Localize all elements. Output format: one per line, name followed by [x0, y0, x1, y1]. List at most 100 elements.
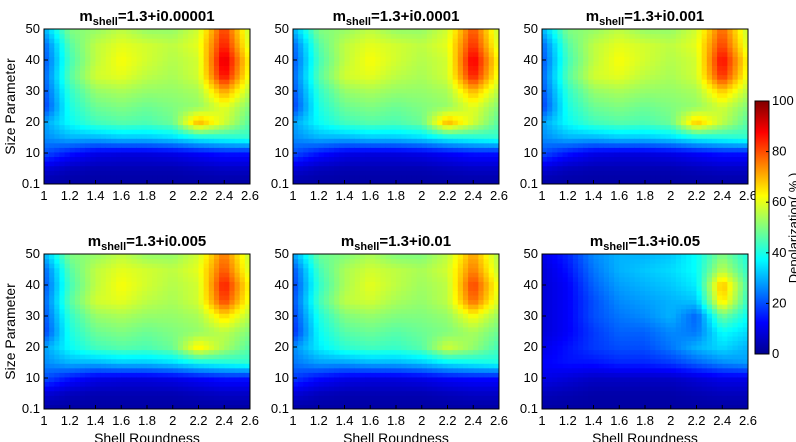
heatmap-cell: [426, 33, 433, 39]
heatmap-cell: [701, 161, 708, 167]
heatmap-cell: [49, 119, 55, 126]
heatmap-cell: [557, 147, 564, 153]
heatmap-cell: [547, 110, 553, 117]
heatmap-cell: [308, 133, 315, 139]
heatmap-cell: [95, 372, 102, 378]
heatmap-cell: [95, 313, 102, 319]
heatmap-cell: [59, 33, 66, 39]
heatmap-cell: [69, 74, 76, 80]
heatmap-cell: [141, 308, 148, 314]
heatmap-cell: [116, 124, 122, 130]
heatmap-cell: [224, 170, 230, 176]
heatmap-cell: [54, 124, 61, 130]
heatmap-cell: [74, 349, 81, 355]
heatmap-cell: [593, 174, 600, 181]
heatmap-cell: [308, 65, 315, 71]
heatmap-cell: [126, 165, 133, 171]
heatmap-cell: [126, 74, 133, 80]
heatmap-cell: [624, 138, 631, 144]
heatmap-cell: [177, 47, 184, 53]
heatmap-cell: [603, 74, 610, 80]
heatmap-cell: [234, 51, 241, 57]
heatmap-cell: [110, 119, 117, 126]
heatmap-cell: [239, 33, 246, 39]
heatmap-cell: [547, 101, 553, 107]
heatmap-cell: [706, 133, 713, 139]
heatmap-cell: [711, 33, 718, 39]
heatmap-cell: [608, 165, 615, 171]
heatmap-cell: [44, 161, 50, 167]
heatmap-cell: [645, 74, 651, 80]
heatmap-cell: [126, 349, 133, 355]
heatmap-cell: [116, 151, 122, 158]
heatmap-cell: [670, 47, 677, 53]
heatmap-cell: [416, 65, 423, 71]
heatmap-cell: [44, 110, 50, 117]
heatmap-cell: [349, 110, 356, 117]
x-tick-label: 2.2: [438, 188, 456, 203]
heatmap-cell: [572, 74, 579, 80]
heatmap-cell: [64, 51, 71, 57]
heatmap-cell: [732, 147, 739, 153]
heatmap-cell: [121, 340, 127, 346]
heatmap-cell: [478, 65, 485, 71]
heatmap-cell: [136, 88, 143, 94]
heatmap-cell: [593, 83, 600, 89]
heatmap-cell: [100, 376, 107, 383]
heatmap-cell: [588, 29, 595, 35]
title-subscript: shell: [599, 16, 624, 28]
heatmap-cell: [706, 83, 713, 89]
heatmap-cell: [44, 138, 50, 144]
heatmap-cell: [437, 174, 443, 181]
heatmap-cell: [208, 165, 215, 171]
heatmap-cell: [567, 138, 574, 144]
heatmap-cell: [701, 110, 708, 117]
heatmap-cell: [375, 124, 382, 130]
heatmap-cell: [686, 110, 692, 117]
heatmap-cell: [90, 404, 97, 409]
heatmap-cell: [126, 151, 133, 158]
heatmap-cell: [141, 83, 148, 89]
heatmap-cell: [224, 38, 230, 44]
heatmap-cell: [468, 165, 474, 171]
heatmap-cell: [110, 83, 117, 89]
heatmap-cell: [313, 65, 320, 71]
heatmap-cell: [95, 354, 102, 360]
heatmap-cell: [691, 42, 698, 48]
heatmap-cell: [583, 65, 589, 71]
heatmap-cell: [64, 151, 71, 158]
heatmap-cell: [239, 147, 246, 153]
heatmap-cell: [234, 115, 241, 121]
heatmap-cell: [639, 133, 646, 139]
heatmap-cell: [483, 60, 490, 66]
heatmap-cell: [727, 47, 734, 53]
heatmap-cell: [318, 74, 325, 80]
heatmap-cell: [167, 97, 174, 103]
heatmap-cell: [64, 174, 71, 181]
heatmap-cell: [224, 151, 230, 158]
heatmap-cell: [110, 124, 117, 130]
heatmap-cell: [473, 42, 479, 48]
heatmap-cell: [234, 174, 241, 181]
heatmap-cell: [344, 65, 351, 71]
heatmap-cell: [447, 156, 454, 162]
heatmap-cell: [100, 38, 107, 44]
heatmap-cell: [131, 147, 138, 153]
heatmap-cell: [219, 38, 225, 44]
heatmap-cell: [593, 38, 600, 44]
heatmap-cell: [116, 326, 122, 332]
heatmap-cell: [105, 326, 112, 332]
heatmap-cell: [90, 161, 97, 167]
heatmap-cell: [121, 354, 127, 360]
heatmap-cell: [462, 179, 469, 184]
heatmap-cell: [152, 38, 158, 44]
heatmap-cell: [567, 133, 574, 139]
heatmap-cell: [239, 119, 246, 126]
heatmap-cell: [172, 69, 179, 76]
heatmap-cell: [542, 83, 548, 89]
heatmap-cell: [629, 138, 636, 144]
heatmap-cell: [49, 147, 55, 153]
heatmap-cell: [213, 170, 220, 176]
heatmap-cell: [660, 29, 667, 35]
heatmap-cell: [603, 142, 610, 148]
